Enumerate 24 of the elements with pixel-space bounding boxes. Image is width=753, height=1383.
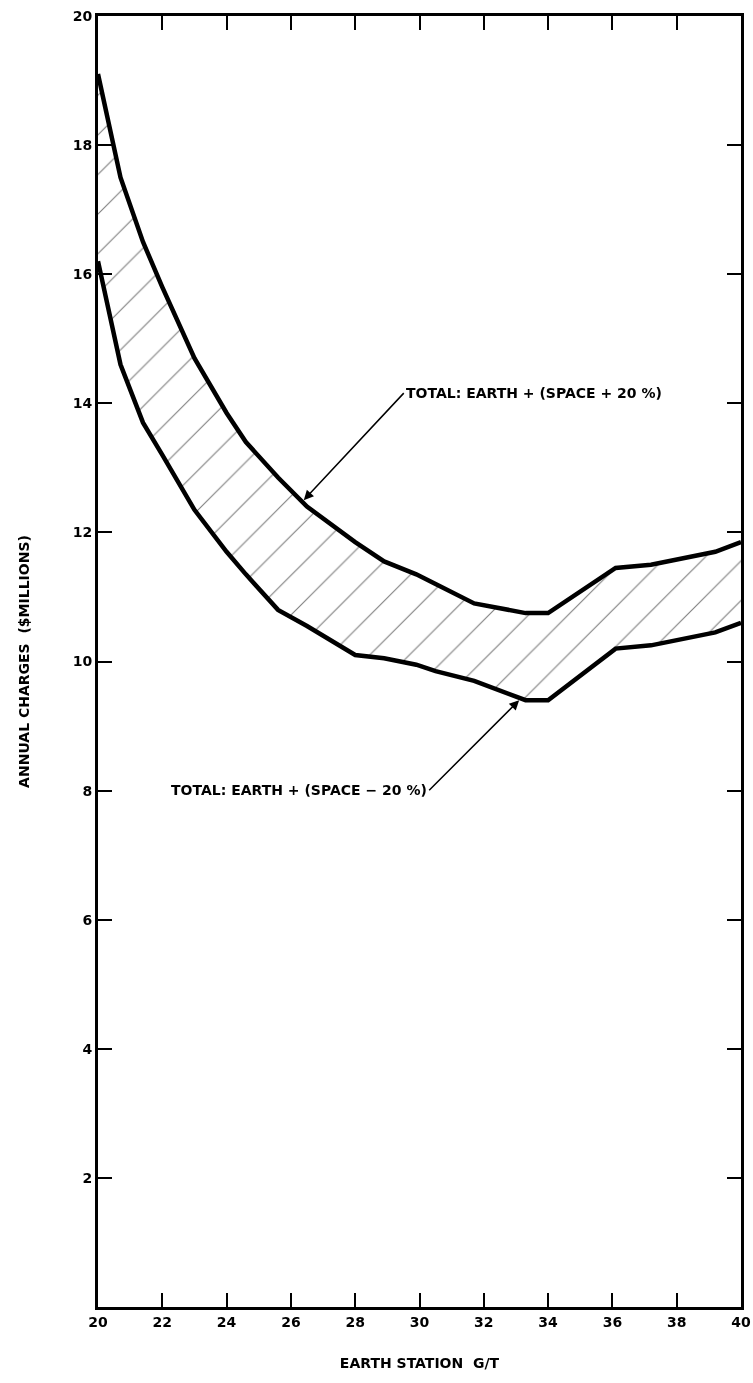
annotation: TOTAL: EARTH + (SPACE − 20 %) — [171, 782, 427, 798]
y-tick-label: 18 — [72, 137, 93, 153]
y-tick-label: 16 — [72, 266, 93, 283]
y-tick-label: 8 — [82, 782, 93, 799]
y-tick-label: 2 — [82, 1169, 93, 1186]
x-tick-label: 30 — [409, 1313, 430, 1330]
x-tick-label: 24 — [216, 1313, 237, 1330]
x-tick-label: 28 — [345, 1313, 365, 1330]
annotation: TOTAL: EARTH + (SPACE + 20 %) — [406, 385, 662, 401]
x-tick-label: 32 — [474, 1313, 494, 1330]
x-tick-label: 34 — [538, 1313, 559, 1330]
y-tick-label: 6 — [82, 911, 93, 928]
x-tick-label: 36 — [602, 1313, 623, 1330]
y-tick-label: 10 — [72, 653, 93, 670]
y-tick-label: 14 — [72, 395, 93, 412]
y-tick-label: 4 — [82, 1040, 93, 1057]
x-tick-label: 26 — [281, 1313, 301, 1330]
x-axis-title: EARTH STATION G/T — [339, 1355, 500, 1372]
x-tick-label: 40 — [731, 1313, 751, 1330]
y-axis-title: ANNUAL CHARGES ($MILLIONS) — [16, 535, 33, 788]
y-tick-label: 12 — [72, 524, 93, 541]
x-tick-label: 22 — [152, 1313, 173, 1330]
x-tick-label: 38 — [666, 1313, 687, 1330]
y-tick-label: 20 — [72, 7, 93, 24]
